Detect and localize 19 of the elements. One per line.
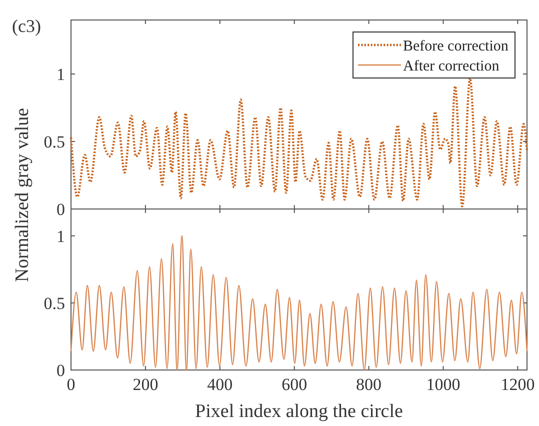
x-tick-label: 800 xyxy=(356,375,382,394)
text: After correction xyxy=(403,58,500,74)
x-tick-label: 1200 xyxy=(500,375,535,394)
y-tick-label: 0 xyxy=(56,200,65,219)
line-series xyxy=(70,76,528,208)
x-axis-title: Pixel index along the circle xyxy=(195,401,403,422)
y-tick-label: 0 xyxy=(56,360,65,380)
y-tick-label: 1 xyxy=(56,64,65,84)
x-tick-label: 600 xyxy=(282,375,308,394)
legend-label: Before correction xyxy=(403,38,509,54)
x-tick-label: 400 xyxy=(207,375,233,394)
y-axis-title: Normalized gray value xyxy=(12,108,33,282)
y-tick-label: 1 xyxy=(56,226,65,246)
y-tick-label: 0.5 xyxy=(44,294,65,313)
x-tick-label: 1000 xyxy=(426,375,460,394)
x-tick-label: 200 xyxy=(132,375,158,394)
y-tick-label: 0.5 xyxy=(44,132,65,152)
line-series xyxy=(70,235,528,371)
text: (c3) xyxy=(12,16,41,36)
